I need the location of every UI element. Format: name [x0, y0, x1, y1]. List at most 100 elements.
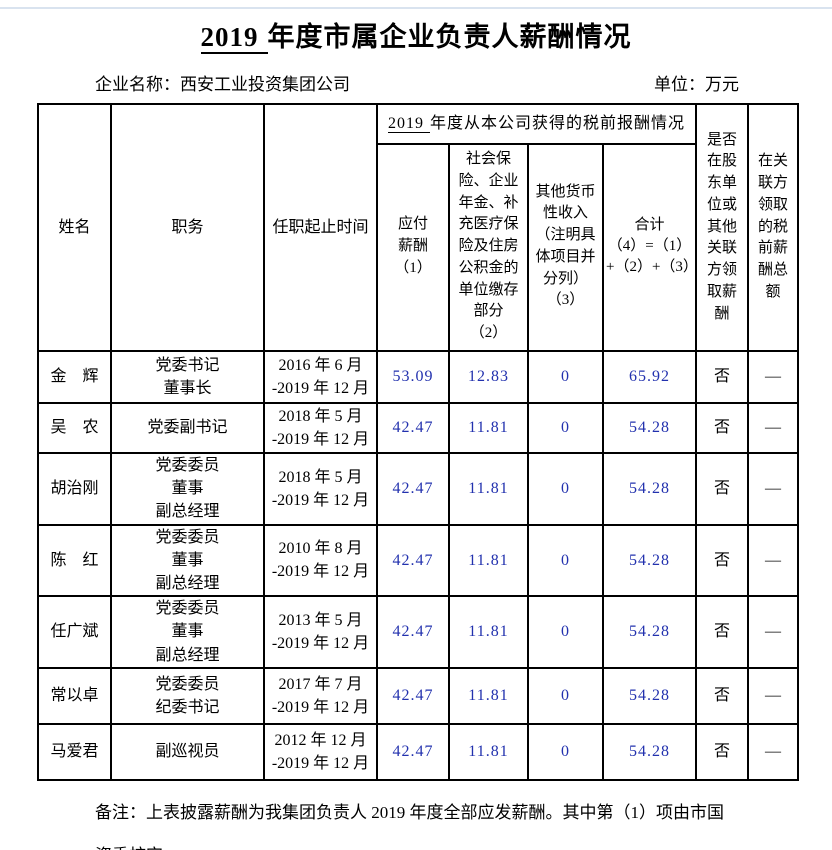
cell-tenure: 2017 年 7 月 -2019 年 12 月 [263, 666, 378, 725]
cell-paid-salary: 53.09 [376, 350, 450, 404]
cell-other-income: 0 [527, 402, 604, 454]
cell-social-insurance: 11.81 [448, 595, 529, 669]
cell-related-party: 否 [695, 452, 750, 526]
cell-name: 金 辉 [37, 350, 112, 404]
cell-total: 54.28 [601, 595, 698, 669]
cell-paid-salary: 42.47 [376, 402, 450, 454]
company-label: 企业名称： [95, 75, 180, 94]
cell-position: 党委委员 董事 副总经理 [110, 452, 265, 526]
cell-other-income: 0 [527, 523, 604, 598]
cell-paid-salary: 42.47 [376, 452, 450, 526]
salary-table: 姓名 职务 任职起止时间 2019 年度从本公司获得的税前报酬情况 是否在股东单位… [37, 103, 800, 781]
cell-name: 吴 农 [37, 402, 112, 454]
cell-related-party: 否 [695, 402, 750, 454]
cell-social-insurance: 11.81 [448, 402, 529, 454]
cell-related-amount: — [747, 402, 800, 454]
cell-paid-salary: 42.47 [376, 595, 450, 669]
cell-position: 党委书记 董事长 [110, 350, 265, 404]
header-paid-index: （1） [394, 259, 432, 276]
group-underlined-year: 2019 [388, 115, 430, 134]
cell-total: 65.92 [601, 350, 698, 404]
cell-position: 党委委员 董事 副总经理 [110, 523, 265, 598]
cell-total: 54.28 [601, 666, 698, 725]
cell-social-insurance: 11.81 [448, 666, 529, 725]
cell-related-party: 否 [695, 722, 750, 781]
cell-total: 54.28 [601, 722, 698, 781]
cell-tenure: 2013 年 5 月 -2019 年 12 月 [263, 595, 378, 669]
cell-name: 陈 红 [37, 523, 112, 598]
cell-related-party: 否 [695, 595, 750, 669]
cell-other-income: 0 [527, 452, 604, 526]
header-other-income: 其他货币性收入（注明具体项目并分列） （3） [527, 143, 604, 352]
header-social-insurance: 社会保险、企业年金、补充医疗保险及住房公积金的单位缴存部分 （2） [448, 143, 529, 352]
company-value: 西安工业投资集团公司 [180, 75, 350, 94]
header-related-amount: 在关联方领取的税前薪酬总额 [747, 103, 800, 352]
table-row: 常以卓 党委委员 纪委书记 2017 年 7 月 -2019 年 12 月 42… [37, 666, 800, 725]
header-name: 姓名 [37, 103, 112, 352]
table-row: 金 辉 党委书记 董事长 2016 年 6 月 -2019 年 12 月 53.… [37, 350, 800, 404]
header-tenure: 任职起止时间 [263, 103, 378, 352]
cell-position: 副巡视员 [110, 722, 265, 781]
cell-related-amount: — [747, 523, 800, 598]
cell-name: 马爱君 [37, 722, 112, 781]
cell-tenure: 2018 年 5 月 -2019 年 12 月 [263, 402, 378, 454]
cell-total: 54.28 [601, 523, 698, 598]
cell-related-party: 否 [695, 666, 750, 725]
cell-related-amount: — [747, 722, 800, 781]
cell-related-amount: — [747, 595, 800, 669]
footnote: 备注：上表披露薪酬为我集团负责人 2019 年度全部应发薪酬。其中第（1）项由市… [95, 802, 724, 850]
cell-social-insurance: 11.81 [448, 452, 529, 526]
cell-total: 54.28 [601, 452, 698, 526]
title-underlined-year: 2019 [200, 22, 268, 54]
cell-position: 党委委员 董事 副总经理 [110, 595, 265, 669]
company-name-line: 企业名称：西安工业投资集团公司 [95, 70, 350, 95]
header-other-index: （3） [546, 292, 585, 309]
header-paid-salary: 应付 薪酬 （1） [376, 143, 450, 352]
cell-other-income: 0 [527, 722, 604, 781]
unit-value: 万元 [705, 75, 739, 94]
header-position: 职务 [110, 103, 265, 352]
cell-paid-salary: 42.47 [376, 523, 450, 598]
cell-position: 党委副书记 [110, 402, 265, 454]
cell-other-income: 0 [527, 666, 604, 725]
cell-tenure: 2018 年 5 月 -2019 年 12 月 [263, 452, 378, 526]
page-title: 2019 年度市属企业负责人薪酬情况 [0, 0, 832, 54]
cell-tenure: 2016 年 6 月 -2019 年 12 月 [263, 350, 378, 404]
header-group-pretax: 2019 年度从本公司获得的税前报酬情况 [375, 103, 698, 145]
cell-paid-salary: 42.47 [376, 666, 450, 725]
cell-paid-salary: 42.47 [376, 722, 450, 781]
header-total-formula: （4）=（1） +（2）+（3） [606, 238, 697, 276]
unit-label: 单位： [654, 75, 705, 94]
cell-related-amount: — [747, 666, 800, 725]
table-row: 任广斌 党委委员 董事 副总经理 2013 年 5 月 -2019 年 12 月… [37, 595, 800, 669]
cell-social-insurance: 11.81 [448, 722, 529, 781]
cell-other-income: 0 [527, 595, 604, 669]
cell-related-amount: — [747, 452, 800, 526]
cell-related-party: 否 [695, 523, 750, 598]
header-related-party: 是否在股东单位或其他关联方领取薪酬 [695, 103, 750, 352]
header-row-sub: 应付 薪酬 （1） 社会保险、企业年金、补充医疗保险及住房公积金的单位缴存部分 （2… [38, 143, 798, 352]
title-text: 年度市属企业负责人薪酬情况 [267, 22, 632, 52]
cell-related-amount: — [747, 350, 800, 404]
table-row: 胡治刚 党委委员 董事 副总经理 2018 年 5 月 -2019 年 12 月… [37, 452, 800, 526]
unit-line: 单位：万元 [654, 70, 739, 95]
table-row: 马爱君 副巡视员 2012 年 12 月 -2019 年 12 月 42.47 … [37, 722, 800, 781]
page-top-divider [0, 7, 832, 9]
group-text: 年度从本公司获得的税前报酬情况 [430, 115, 686, 133]
meta-row: 企业名称：西安工业投资集团公司 单位：万元 [37, 70, 797, 95]
cell-name: 常以卓 [37, 666, 112, 725]
cell-social-insurance: 11.81 [448, 523, 529, 598]
cell-other-income: 0 [527, 350, 604, 404]
cell-social-insurance: 12.83 [448, 350, 529, 404]
header-social-index: （2） [469, 325, 508, 341]
cell-related-party: 否 [695, 350, 750, 404]
table-row: 陈 红 党委委员 董事 副总经理 2010 年 8 月 -2019 年 12 月… [37, 523, 800, 598]
cell-name: 胡治刚 [37, 452, 112, 526]
cell-position: 党委委员 纪委书记 [110, 666, 265, 725]
cell-total: 54.28 [601, 402, 698, 454]
header-row-group: 姓名 职务 任职起止时间 2019 年度从本公司获得的税前报酬情况 是否在股东单位… [37, 103, 800, 352]
header-total: 合计 （4）=（1） +（2）+（3） [601, 143, 698, 352]
cell-tenure: 2010 年 8 月 -2019 年 12 月 [263, 523, 378, 598]
table-row: 吴 农 党委副书记 2018 年 5 月 -2019 年 12 月 42.47 … [37, 402, 800, 454]
